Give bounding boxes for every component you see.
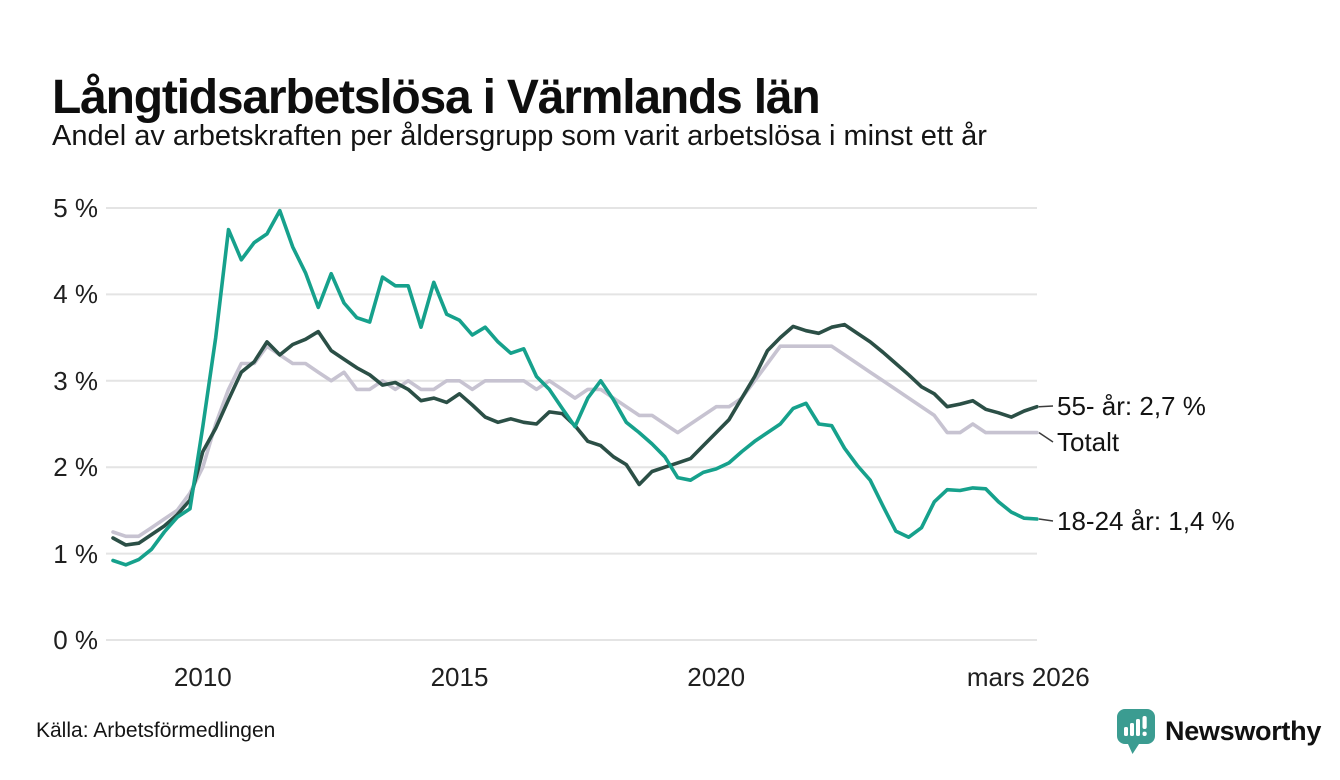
series-label-18-24-ar: 18-24 år: 1,4 % — [1057, 506, 1235, 536]
label-connector — [1038, 518, 1054, 522]
page-title: Långtidsarbetslösa i Värmlands län — [52, 71, 821, 125]
y-axis-label: 2 % — [53, 452, 98, 483]
newsworthy-logo-icon — [1117, 709, 1155, 754]
y-axis-label: 0 % — [53, 625, 98, 655]
logo-bar-1 — [1124, 727, 1128, 736]
y-axis-label: 4 % — [53, 279, 98, 310]
x-axis-label: 2015 — [430, 662, 489, 692]
page-subtitle: Andel av arbetskraften per åldersgrupp s… — [52, 120, 987, 152]
y-axis-label: 5 % — [53, 193, 98, 223]
series-line-18-24-r — [111, 208, 1039, 567]
logo-exclamation-dot — [1142, 731, 1147, 736]
logo-exclamation-bar — [1142, 716, 1147, 729]
y-axis-label: 3 % — [53, 365, 98, 396]
series-line-55-r — [111, 322, 1039, 547]
series-label-totalt: Totalt — [1057, 427, 1120, 457]
logo-bar-2 — [1130, 723, 1134, 736]
source-text: Källa: Arbetsförmedlingen — [36, 719, 276, 742]
label-connector — [1038, 405, 1054, 408]
newsworthy-logo-text: Newsworthy — [1165, 716, 1322, 746]
x-axis-label: 2010 — [173, 662, 232, 692]
y-axis-label: 1 % — [53, 538, 98, 569]
series-line-totalt — [111, 344, 1039, 539]
newsworthy-logo: Newsworthy — [1116, 708, 1321, 755]
series-label-55-ar: 55- år: 2,7 % — [1057, 391, 1206, 421]
label-connector — [1038, 432, 1054, 443]
logo-bar-3 — [1136, 719, 1140, 736]
x-axis-label: mars 2026 — [966, 662, 1090, 692]
x-axis-label: 2020 — [687, 662, 746, 692]
